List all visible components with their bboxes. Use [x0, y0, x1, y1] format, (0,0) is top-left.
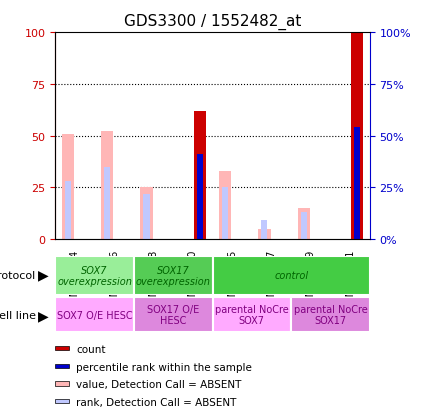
Bar	[65, 182, 71, 240]
FancyBboxPatch shape	[134, 297, 212, 332]
Text: SOX7
overexpression: SOX7 overexpression	[57, 265, 132, 287]
FancyBboxPatch shape	[55, 256, 134, 295]
Bar	[104, 167, 110, 240]
Bar	[194, 112, 206, 240]
Bar	[143, 194, 150, 240]
Title: GDS3300 / 1552482_at: GDS3300 / 1552482_at	[124, 14, 301, 30]
Text: SOX17 O/E
HESC: SOX17 O/E HESC	[147, 304, 199, 326]
Bar	[222, 188, 228, 240]
Bar	[219, 171, 231, 240]
Bar	[354, 128, 360, 240]
Text: percentile rank within the sample: percentile rank within the sample	[76, 362, 252, 372]
Bar	[62, 134, 74, 240]
Text: parental NoCre
SOX7: parental NoCre SOX7	[215, 304, 289, 326]
Bar	[54, 382, 69, 386]
Bar	[140, 188, 153, 240]
Text: ▶: ▶	[38, 308, 49, 322]
Text: SOX17
overexpression: SOX17 overexpression	[136, 265, 211, 287]
Text: SOX7 O/E HESC: SOX7 O/E HESC	[57, 310, 132, 320]
Text: value, Detection Call = ABSENT: value, Detection Call = ABSENT	[76, 379, 242, 389]
Text: cell line: cell line	[0, 310, 36, 320]
FancyBboxPatch shape	[134, 256, 212, 295]
Bar	[258, 229, 271, 240]
Bar	[261, 221, 267, 240]
Bar	[54, 399, 69, 403]
Bar	[54, 364, 69, 368]
Bar	[351, 33, 363, 240]
Bar	[300, 213, 307, 240]
FancyBboxPatch shape	[55, 297, 134, 332]
Bar	[101, 132, 113, 240]
Text: parental NoCre
SOX17: parental NoCre SOX17	[294, 304, 367, 326]
FancyBboxPatch shape	[212, 256, 370, 295]
Bar	[298, 209, 310, 240]
Text: control: control	[274, 271, 308, 281]
Bar	[54, 347, 69, 351]
Bar	[197, 155, 203, 240]
FancyBboxPatch shape	[212, 297, 291, 332]
Text: count: count	[76, 344, 106, 354]
Text: rank, Detection Call = ABSENT: rank, Detection Call = ABSENT	[76, 397, 237, 407]
Text: ▶: ▶	[38, 268, 49, 282]
FancyBboxPatch shape	[291, 297, 370, 332]
Text: protocol: protocol	[0, 271, 36, 281]
